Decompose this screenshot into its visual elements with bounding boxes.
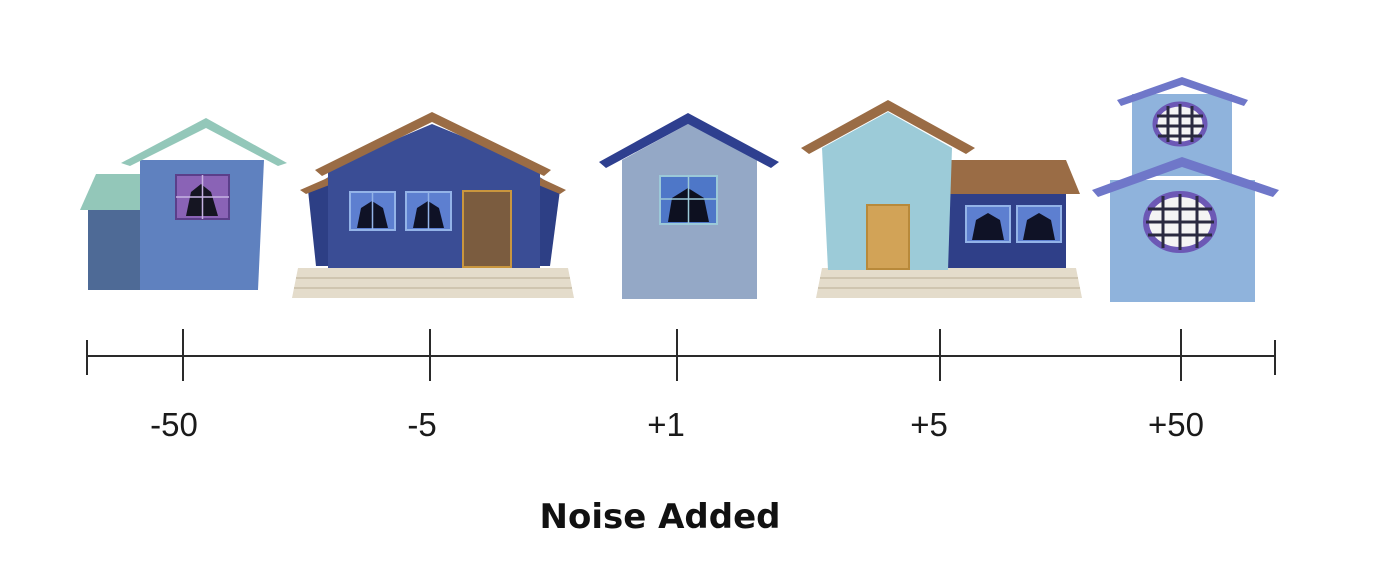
tick-label-plus-50: +50 [1148,406,1204,443]
tick-label-minus-50: -50 [150,406,198,443]
house-minus-50 [80,118,287,290]
house-tower-roof [1117,77,1248,106]
door [462,190,512,268]
house-wing-right [538,176,560,266]
axis-title: Noise Added [539,497,781,537]
house-roof [121,118,287,166]
house-wall [822,112,952,270]
tick-label-plus-1: +1 [647,406,685,443]
house-wing-roof-right [536,176,566,194]
house-roof [1092,157,1279,197]
window-curtain-icon [1023,213,1055,240]
porch [816,268,1082,298]
porch [292,268,574,298]
house-wall [140,160,264,290]
house-wing-roof-left [300,176,332,194]
noise-axis [86,329,1276,381]
house-wing-left [308,176,330,266]
house-minus-5 [292,112,574,298]
house-annex-roof [950,160,1080,194]
house-plus-50 [1092,77,1279,302]
tick-label-minus-5: -5 [407,406,437,443]
tick-label-plus-5: +5 [910,406,948,443]
house-roof [599,113,779,168]
house-annex-wall [88,206,148,290]
house-annex-roof [80,174,140,210]
house-roof [801,100,975,154]
window-grid [1146,194,1214,250]
house-plus-5 [801,100,1082,298]
window-curtain-icon [972,213,1004,240]
door [866,204,910,270]
house-plus-1 [599,113,779,299]
window-grid [1156,104,1204,144]
